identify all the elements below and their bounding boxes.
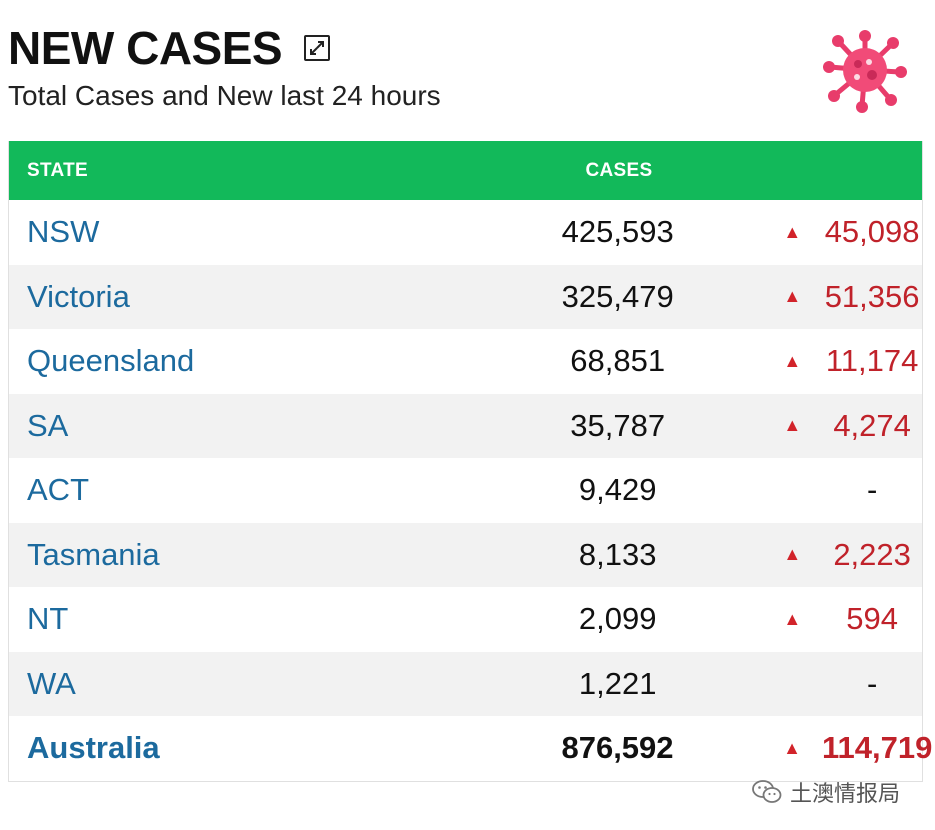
increase-arrow-icon: ▲ <box>783 737 801 758</box>
cases-value: 9,429 <box>578 472 657 508</box>
total-name-link[interactable]: Australia <box>27 730 160 766</box>
cases-value: 8,133 <box>578 536 657 572</box>
expand-icon[interactable] <box>304 35 331 61</box>
new-cases-value: - <box>866 665 878 701</box>
state-name-link[interactable]: Victoria <box>27 278 130 314</box>
state-name-link[interactable]: WA <box>27 665 76 701</box>
page-title: NEW CASES <box>8 22 283 74</box>
watermark: 土澳情报局 <box>752 776 900 808</box>
table-body: NSW 425,593 ▲ 45,098 Victoria 325,479 ▲ … <box>9 200 933 781</box>
increase-arrow-icon: ▲ <box>783 221 802 242</box>
cases-table: STATE CASES NSW 425,593 ▲ 45,098 Victori… <box>8 141 933 782</box>
total-new-cases-value: 114,719 <box>821 730 933 766</box>
cases-value: 68,851 <box>570 343 666 379</box>
cases-value: 325,479 <box>561 278 674 314</box>
table-row: SA 35,787 ▲ 4,274 <box>9 393 922 458</box>
table-row: WA 1,221 - <box>9 651 922 716</box>
new-cases-value: 11,174 <box>825 343 919 379</box>
state-name-link[interactable]: SA <box>27 407 69 443</box>
table-row: ACT 9,429 - <box>9 458 922 523</box>
table-row: NT 2,099 ▲ 594 <box>9 587 922 652</box>
table-row-total: Australia 876,592 ▲ 114,719 <box>9 716 933 781</box>
state-name-link[interactable]: Queensland <box>27 343 195 379</box>
page-subtitle: Total Cases and New last 24 hours <box>8 80 441 111</box>
new-cases-value: 4,274 <box>833 407 911 443</box>
increase-arrow-icon: ▲ <box>783 608 802 629</box>
increase-arrow-icon: ▲ <box>783 350 802 371</box>
state-name-link[interactable]: NT <box>27 601 69 637</box>
column-header-cases: CASES <box>585 159 653 181</box>
state-name-link[interactable]: Tasmania <box>27 536 160 572</box>
table-row: Tasmania 8,133 ▲ 2,223 <box>9 522 922 587</box>
table-header: STATE CASES <box>9 141 922 200</box>
cases-value: 425,593 <box>561 214 674 250</box>
new-cases-value: - <box>866 472 878 508</box>
cases-value: 2,099 <box>578 601 657 637</box>
new-cases-value: 2,223 <box>833 536 911 572</box>
increase-arrow-icon: ▲ <box>783 544 802 565</box>
wechat-icon <box>752 780 782 803</box>
cases-value: 1,221 <box>578 665 657 701</box>
watermark-text: 土澳情报局 <box>790 781 901 806</box>
cases-value: 35,787 <box>570 407 666 443</box>
new-cases-value: 45,098 <box>824 214 920 250</box>
increase-arrow-icon: ▲ <box>783 286 802 307</box>
table-row: NSW 425,593 ▲ 45,098 <box>9 200 922 265</box>
new-cases-value: 594 <box>846 601 898 637</box>
total-cases-value: 876,592 <box>561 730 674 766</box>
table-row: Queensland 68,851 ▲ 11,174 <box>9 329 922 394</box>
state-name-link[interactable]: ACT <box>27 472 89 508</box>
header: NEW CASES Total Cases and New last 24 ho… <box>8 22 923 122</box>
title-row: NEW CASES <box>8 22 923 74</box>
table-row: Victoria 325,479 ▲ 51,356 <box>9 264 922 329</box>
column-header-state: STATE <box>27 159 88 181</box>
increase-arrow-icon: ▲ <box>783 415 802 436</box>
virus-icon <box>823 30 907 113</box>
new-cases-value: 51,356 <box>824 278 920 314</box>
state-name-link[interactable]: NSW <box>27 214 100 250</box>
